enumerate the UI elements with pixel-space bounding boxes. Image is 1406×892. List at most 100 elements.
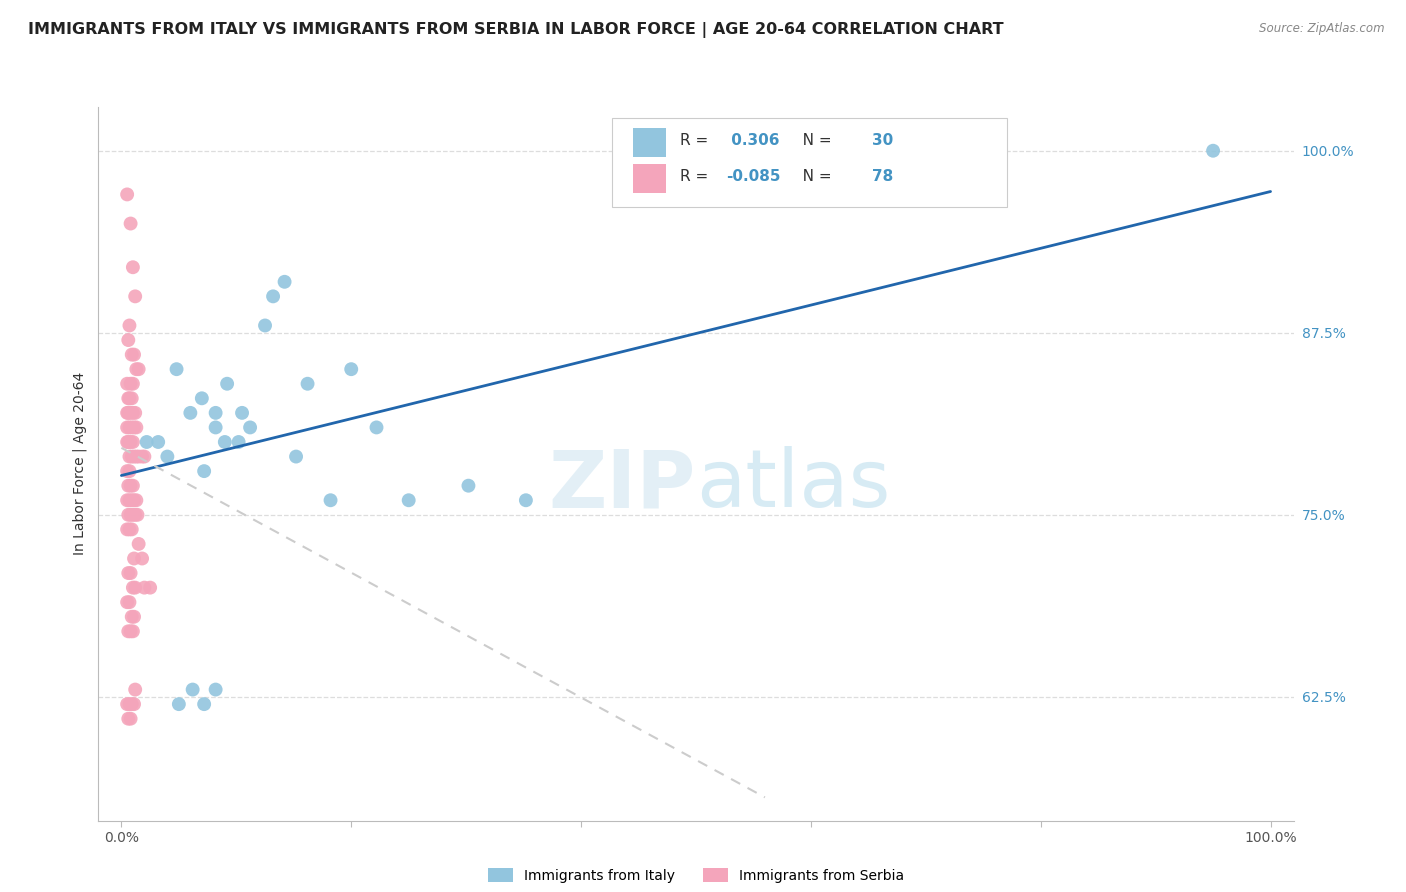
Point bbox=[122, 697, 145, 711]
Point bbox=[204, 420, 226, 434]
Text: 30: 30 bbox=[872, 133, 893, 148]
Text: ZIP: ZIP bbox=[548, 446, 696, 524]
Point bbox=[122, 435, 145, 450]
Point bbox=[262, 289, 284, 303]
Point bbox=[118, 318, 141, 333]
Point bbox=[128, 362, 150, 376]
Point bbox=[117, 624, 139, 639]
Point bbox=[121, 450, 143, 464]
Point bbox=[120, 406, 142, 420]
Text: atlas: atlas bbox=[696, 446, 890, 524]
Point bbox=[319, 493, 342, 508]
Point bbox=[117, 435, 139, 450]
Point bbox=[193, 464, 215, 478]
Point bbox=[118, 392, 141, 406]
Point bbox=[117, 333, 139, 347]
Point bbox=[115, 376, 138, 391]
Point bbox=[118, 464, 141, 478]
Point bbox=[118, 522, 141, 536]
Point bbox=[122, 609, 145, 624]
Point bbox=[139, 581, 162, 595]
Point bbox=[127, 508, 149, 522]
Point bbox=[117, 406, 139, 420]
Point bbox=[124, 406, 146, 420]
Point bbox=[121, 522, 143, 536]
Point bbox=[122, 493, 145, 508]
Point bbox=[118, 493, 141, 508]
Point bbox=[120, 624, 142, 639]
FancyBboxPatch shape bbox=[612, 118, 1007, 207]
Point bbox=[156, 450, 179, 464]
FancyBboxPatch shape bbox=[633, 164, 666, 193]
Point bbox=[122, 624, 145, 639]
Point bbox=[120, 712, 142, 726]
Point bbox=[120, 508, 142, 522]
Point bbox=[117, 566, 139, 580]
Point bbox=[125, 420, 148, 434]
Point bbox=[122, 450, 145, 464]
Point bbox=[121, 420, 143, 434]
Point bbox=[122, 508, 145, 522]
Point bbox=[128, 537, 150, 551]
Point bbox=[122, 551, 145, 566]
Point bbox=[122, 376, 145, 391]
Point bbox=[121, 493, 143, 508]
Point bbox=[115, 435, 138, 450]
Point bbox=[115, 464, 138, 478]
Text: -0.085: -0.085 bbox=[725, 169, 780, 184]
Point bbox=[135, 435, 157, 450]
Point bbox=[134, 450, 156, 464]
FancyBboxPatch shape bbox=[633, 128, 666, 157]
Point bbox=[118, 595, 141, 609]
Point bbox=[124, 581, 146, 595]
Point bbox=[148, 435, 170, 450]
Point bbox=[117, 508, 139, 522]
Point bbox=[297, 376, 319, 391]
Point bbox=[121, 697, 143, 711]
Point bbox=[120, 435, 142, 450]
Point bbox=[515, 493, 537, 508]
Point bbox=[204, 406, 226, 420]
Point bbox=[191, 392, 214, 406]
Point bbox=[125, 450, 148, 464]
Point bbox=[228, 435, 250, 450]
Point bbox=[122, 581, 145, 595]
Point bbox=[117, 478, 139, 492]
Point bbox=[217, 376, 239, 391]
Text: R =: R = bbox=[681, 169, 714, 184]
Point bbox=[457, 478, 479, 492]
Point bbox=[122, 406, 145, 420]
Point bbox=[1202, 144, 1225, 158]
Point bbox=[167, 697, 190, 711]
Point bbox=[128, 450, 150, 464]
Point bbox=[115, 493, 138, 508]
Point bbox=[254, 318, 277, 333]
Point bbox=[115, 420, 138, 434]
Point bbox=[117, 392, 139, 406]
Point bbox=[125, 362, 148, 376]
Point bbox=[214, 435, 236, 450]
Point bbox=[121, 392, 143, 406]
Text: Source: ZipAtlas.com: Source: ZipAtlas.com bbox=[1260, 22, 1385, 36]
Point bbox=[273, 275, 295, 289]
Text: N =: N = bbox=[787, 169, 837, 184]
Point bbox=[181, 682, 204, 697]
Point bbox=[124, 508, 146, 522]
Point bbox=[121, 348, 143, 362]
Point bbox=[124, 289, 146, 303]
Text: N =: N = bbox=[787, 133, 837, 148]
Point bbox=[115, 522, 138, 536]
Point bbox=[115, 595, 138, 609]
Point bbox=[122, 478, 145, 492]
Text: 0.306: 0.306 bbox=[725, 133, 779, 148]
Point bbox=[125, 493, 148, 508]
Text: R =: R = bbox=[681, 133, 714, 148]
Point bbox=[115, 187, 138, 202]
Point bbox=[117, 712, 139, 726]
Point bbox=[366, 420, 388, 434]
Text: IMMIGRANTS FROM ITALY VS IMMIGRANTS FROM SERBIA IN LABOR FORCE | AGE 20-64 CORRE: IMMIGRANTS FROM ITALY VS IMMIGRANTS FROM… bbox=[28, 22, 1004, 38]
Point bbox=[118, 697, 141, 711]
Point bbox=[134, 581, 156, 595]
Point bbox=[239, 420, 262, 434]
Point bbox=[115, 406, 138, 420]
